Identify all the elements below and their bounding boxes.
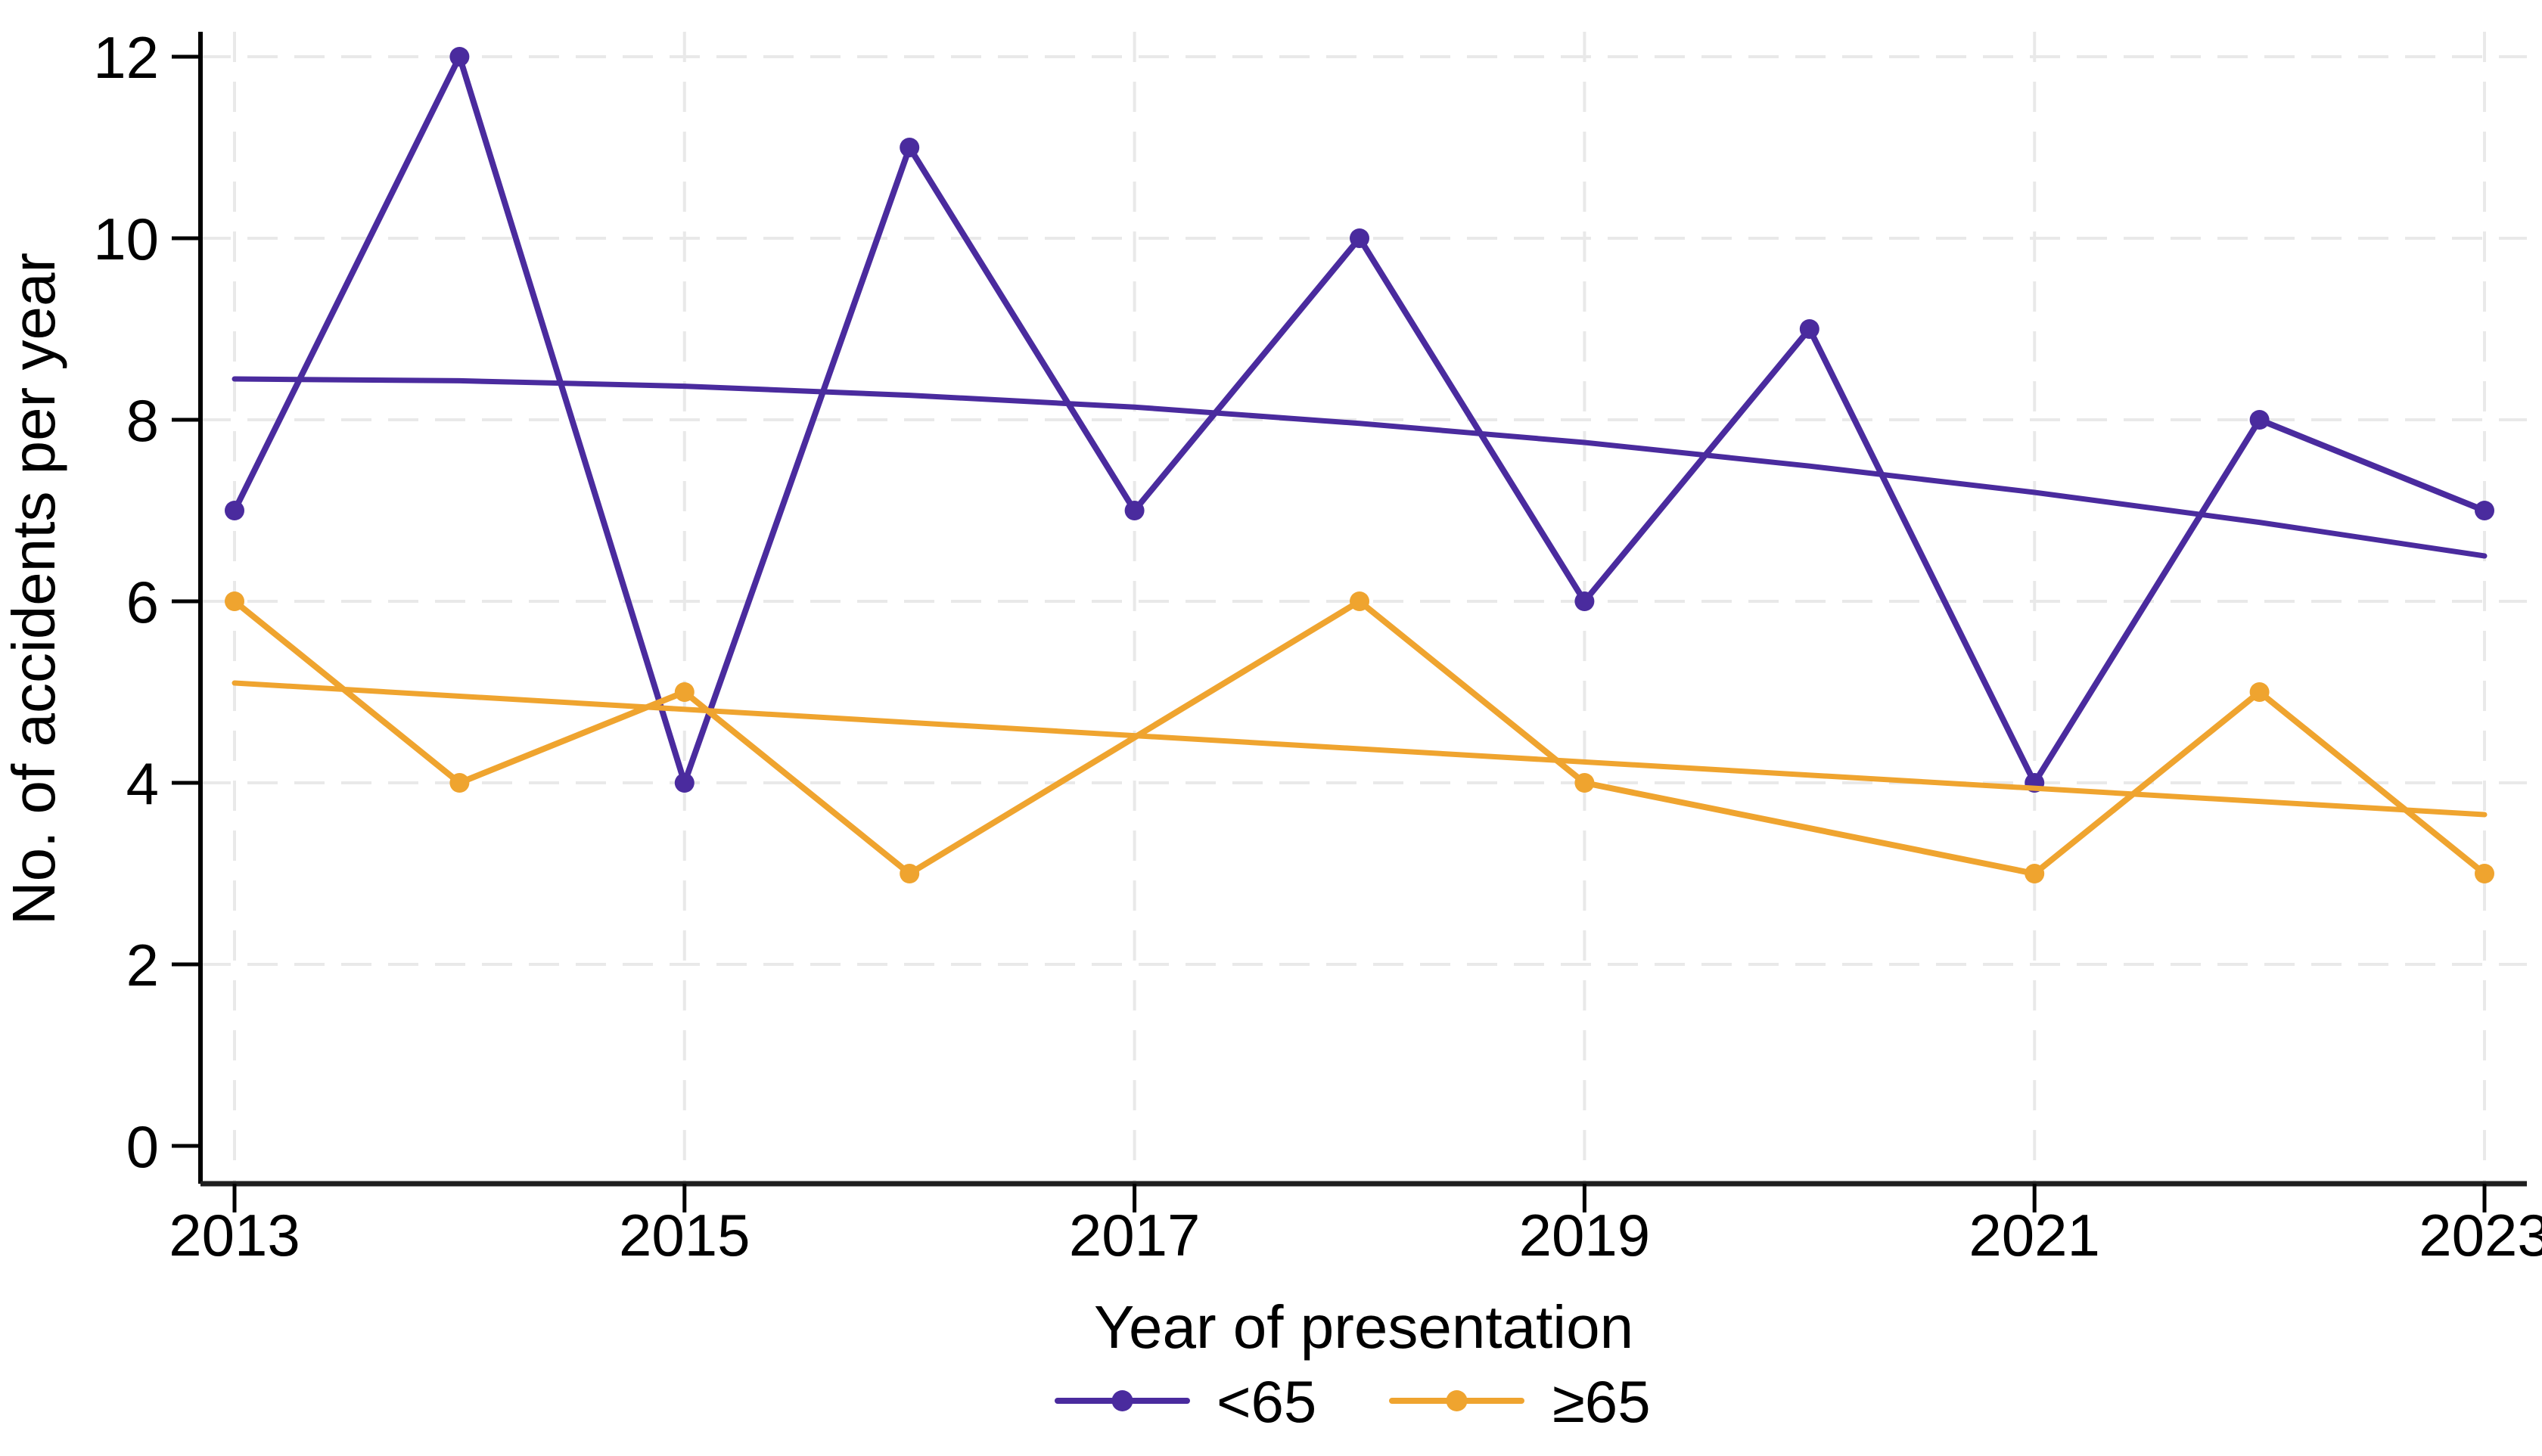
legend: <65 ≥65 <box>1055 1368 1651 1435</box>
legend-item: ≥65 <box>1389 1368 1651 1435</box>
data-marker-over65 <box>2475 864 2494 883</box>
data-marker-over65 <box>674 682 695 702</box>
data-marker-under65 <box>2249 410 2270 430</box>
data-marker-under65 <box>1124 501 1145 520</box>
legend-label: <65 <box>1217 1368 1316 1435</box>
data-marker-under65 <box>674 773 695 793</box>
y-axis-title: No. of accidents per year <box>0 253 67 925</box>
data-marker-over65 <box>225 591 244 611</box>
data-marker-under65 <box>1350 228 1369 248</box>
data-marker-over65 <box>2249 682 2270 702</box>
data-marker-under65 <box>1574 591 1595 611</box>
data-marker-under65 <box>2475 501 2494 520</box>
x-tick-label: 2017 <box>1069 1202 1201 1268</box>
y-tick-label: 6 <box>126 569 159 635</box>
x-tick-label: 2021 <box>1969 1202 2100 1268</box>
legend-marker <box>1446 1390 1468 1411</box>
x-tick-label: 2023 <box>2419 1202 2542 1268</box>
data-marker-over65 <box>1350 591 1369 611</box>
y-tick-label: 2 <box>126 932 159 998</box>
trend-line-over65 <box>232 680 2488 818</box>
x-tick-label: 2015 <box>619 1202 750 1268</box>
y-tick-label: 10 <box>93 206 159 272</box>
y-tick-label: 4 <box>126 750 159 817</box>
data-marker-under65 <box>225 501 244 520</box>
x-tick-label: 2013 <box>169 1202 300 1268</box>
legend-label: ≥65 <box>1552 1368 1651 1435</box>
x-tick-label: 2019 <box>1519 1202 1651 1268</box>
data-marker-under65 <box>900 138 920 157</box>
data-marker-over65 <box>2025 864 2045 883</box>
data-marker-under65 <box>449 47 470 67</box>
data-marker-under65 <box>1799 319 1819 339</box>
x-axis-title: Year of presentation <box>1094 1293 1633 1361</box>
gridlines <box>200 32 2527 1184</box>
data-marker-over65 <box>449 773 470 793</box>
y-tick-label: 12 <box>93 24 159 91</box>
y-tick-label: 8 <box>126 387 159 454</box>
y-tick-label: 0 <box>126 1113 159 1180</box>
legend-marker <box>1111 1390 1133 1411</box>
data-marker-over65 <box>1574 773 1595 793</box>
trend-line-under65 <box>232 376 2488 559</box>
legend-item: <65 <box>1055 1368 1316 1435</box>
axes: 0 2 4 6 8 10 12 2013 2015 2017 2019 2021 2023 <box>93 24 2542 1268</box>
series-group <box>225 47 2494 883</box>
data-marker-over65 <box>900 864 920 883</box>
